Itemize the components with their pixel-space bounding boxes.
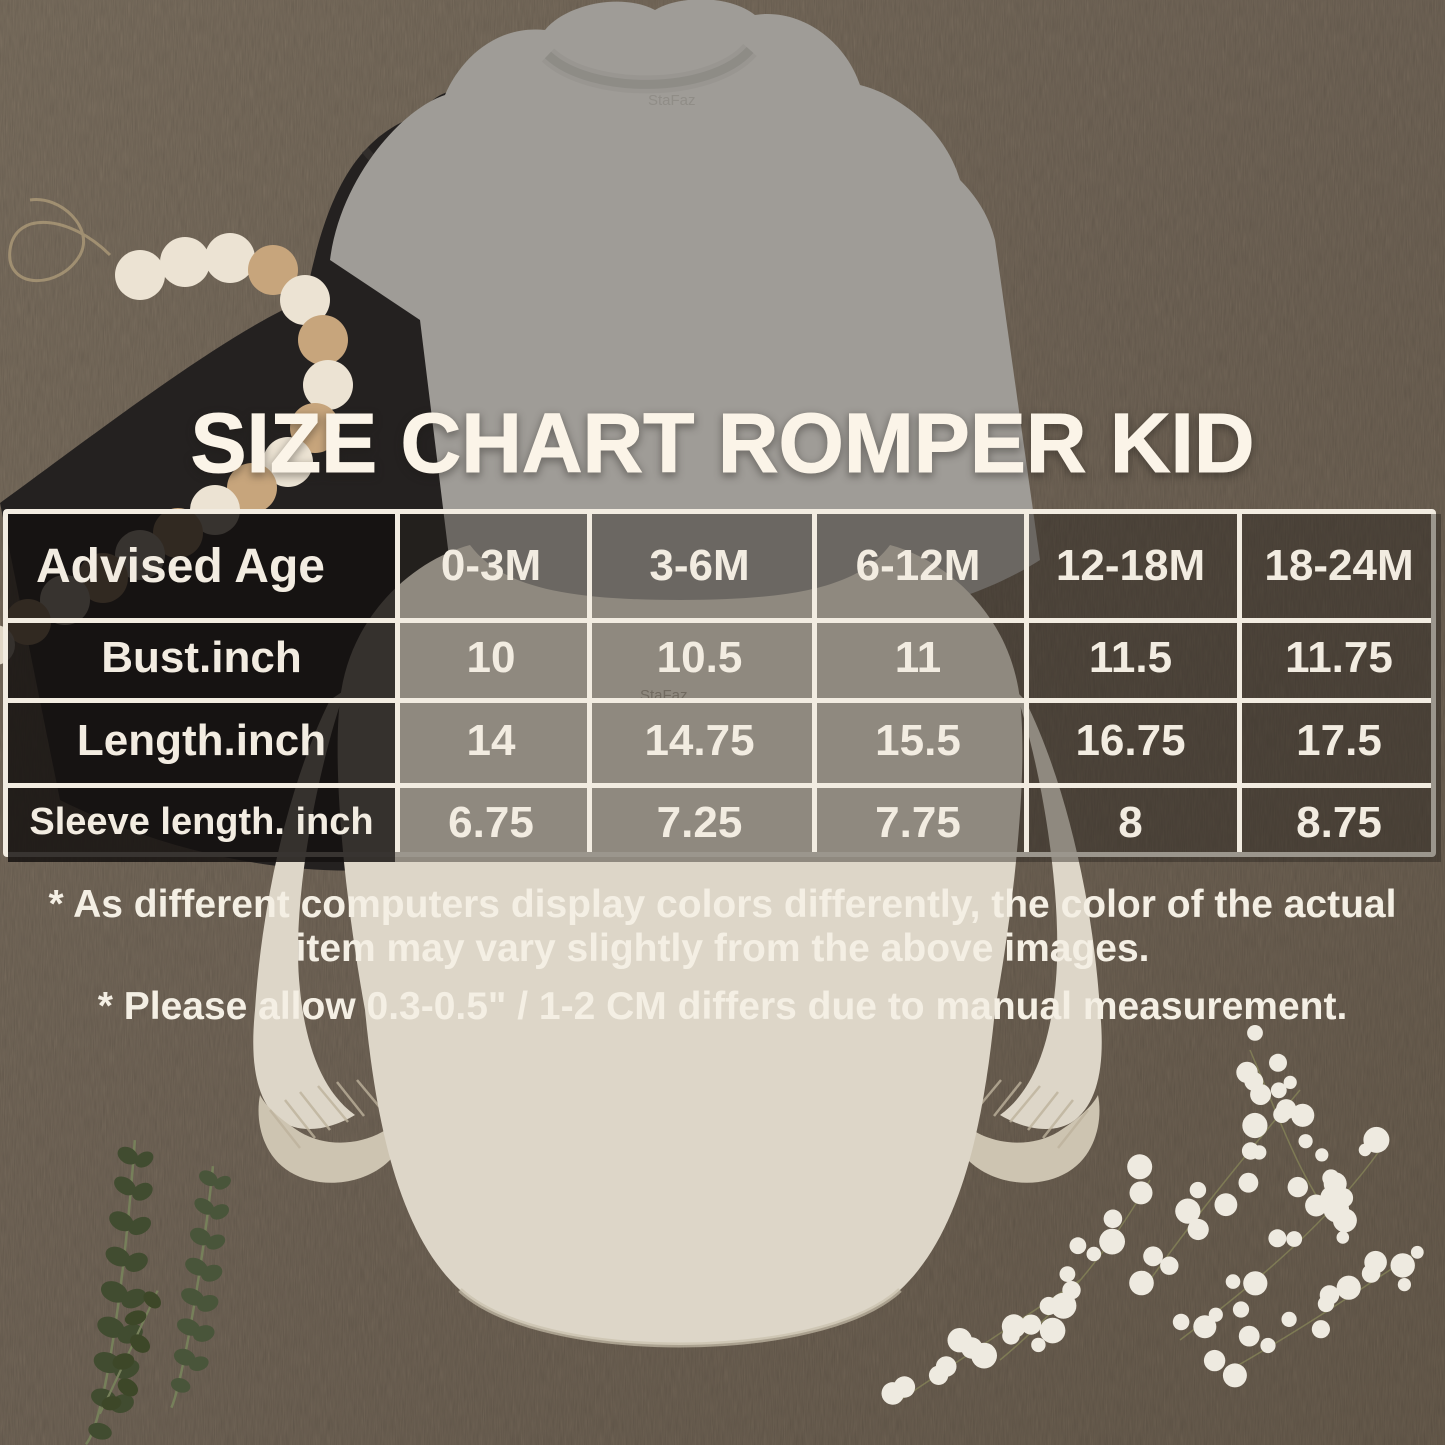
svg-text:StaFaz: StaFaz (648, 92, 696, 109)
